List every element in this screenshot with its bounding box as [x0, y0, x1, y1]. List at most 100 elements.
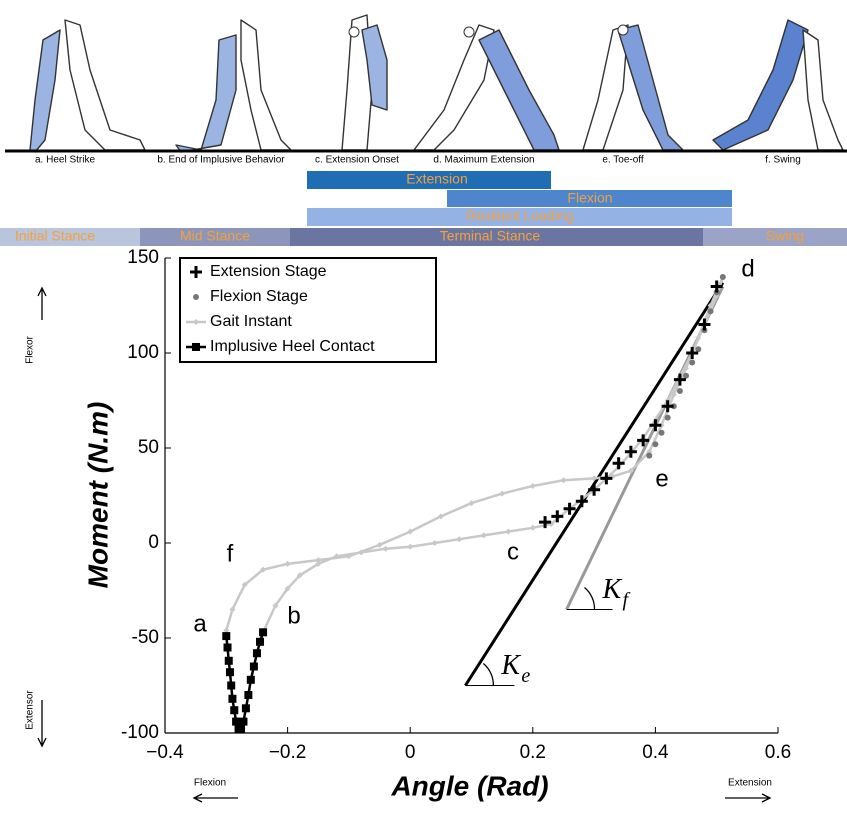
square-marker: [249, 662, 258, 671]
diamond-marker: [193, 319, 199, 325]
phase-label: e. Toe-off: [602, 155, 644, 166]
x-tick-label: 0.4: [642, 742, 669, 763]
direction-label: Flexor: [25, 335, 36, 363]
square-marker: [239, 717, 248, 726]
plus-marker: [575, 495, 588, 508]
y-tick-label: 150: [127, 247, 159, 268]
phase-label: c. Extension Onset: [315, 155, 399, 166]
y-tick-label: 100: [127, 342, 159, 363]
stance-label: Swing: [766, 228, 804, 244]
diamond-marker: [284, 560, 291, 567]
diamond-marker: [272, 602, 279, 609]
phase-labels: a. Heel Strike b. End of Implusive Behav…: [35, 155, 801, 166]
y-tick-label: 0: [148, 532, 159, 553]
y-tick-label: -100: [121, 722, 159, 743]
diamond-marker: [505, 528, 512, 535]
x-tick-label: 0: [405, 742, 416, 763]
stage-bars: Extension Flexion Resilient Loading Init…: [0, 171, 847, 246]
square-marker: [228, 694, 237, 703]
plus-marker: [588, 483, 601, 496]
direction-label: Flexion: [194, 778, 226, 789]
legend-box: [179, 257, 437, 363]
angle-arc: [584, 587, 596, 610]
x-tick-label: 0.6: [765, 742, 791, 763]
stance-label: Terminal Stance: [440, 228, 541, 244]
diamond-marker: [529, 524, 536, 531]
square-marker: [241, 704, 250, 713]
direction-label: Extension: [728, 778, 772, 789]
plus-marker: [673, 373, 686, 386]
square-marker: [259, 628, 268, 637]
diamond-marker: [431, 540, 438, 546]
stance-label: Mid Stance: [180, 228, 250, 244]
y-axis-title: Moment (N.m): [82, 402, 113, 589]
point-annotation: c: [507, 538, 519, 565]
diamond-marker: [670, 391, 677, 398]
diamond-marker: [456, 536, 463, 543]
point-annotation: b: [287, 602, 300, 629]
stiffness-label: K: [500, 650, 521, 681]
square-marker: [225, 668, 234, 677]
stiffness-subscript: f: [623, 589, 631, 611]
circle-marker: [689, 359, 696, 366]
legend-label: Extension Stage: [210, 263, 327, 280]
square-marker: [246, 675, 255, 684]
y-tick-label: 50: [138, 437, 159, 458]
plus-marker: [710, 280, 723, 293]
diamond-marker: [407, 528, 414, 535]
x-tick-label: 0.2: [520, 742, 546, 763]
direction-indicators: Flexor Extensor Flexion Extension: [25, 286, 772, 803]
legend: Extension Stage Flexion Stage Gait Instant…: [179, 257, 437, 363]
diamond-marker: [315, 557, 322, 564]
stage-label: Resilient Loading: [466, 208, 573, 224]
plus-marker: [600, 472, 613, 485]
square-marker: [252, 649, 261, 658]
plus-marker: [551, 510, 564, 523]
point-annotation: f: [227, 540, 234, 567]
diamond-marker: [223, 627, 230, 634]
circle-marker: [664, 414, 671, 421]
diamond-marker: [333, 553, 340, 560]
square-marker: [244, 691, 253, 699]
plus-marker: [539, 516, 552, 529]
diamond-marker: [480, 532, 487, 539]
diamond-marker: [284, 585, 291, 592]
legend-label: Flexion Stage: [210, 288, 308, 305]
plus-marker: [698, 318, 711, 331]
stage-label: Extension: [406, 171, 467, 187]
stiffness-label: K: [602, 574, 623, 605]
square-marker: [237, 725, 246, 734]
legend-label: Implusive Heel Contact: [210, 338, 375, 355]
square-marker: [230, 706, 239, 715]
x-tick-label: −0.4: [146, 742, 184, 763]
square-marker: [223, 643, 232, 652]
diamond-marker: [407, 543, 414, 550]
square-marker: [224, 656, 233, 665]
point-annotation: a: [193, 610, 207, 637]
circle-marker: [652, 441, 659, 448]
square-marker: [227, 681, 236, 690]
plus-marker: [686, 347, 699, 359]
stage-label: Flexion: [567, 190, 612, 206]
diamond-marker: [296, 572, 303, 579]
direction-label: Extensor: [25, 690, 36, 730]
diamond-marker: [345, 553, 352, 560]
point-annotation: e: [655, 465, 668, 492]
stance-bar: [703, 228, 847, 246]
stiffness-subscript: e: [521, 665, 530, 687]
diamond-marker: [529, 483, 536, 489]
diamond-marker: [260, 566, 267, 573]
diamond-marker: [376, 541, 383, 548]
x-tick-label: −0.2: [269, 742, 307, 763]
point-annotation: d: [741, 255, 754, 282]
plus-marker: [190, 266, 202, 278]
stance-label: Initial Stance: [15, 228, 95, 244]
diamond-marker: [499, 490, 506, 497]
legend-label: Gait Instant: [210, 313, 292, 330]
plus-marker: [649, 419, 662, 432]
circle-marker: [719, 274, 726, 280]
plus-marker: [563, 502, 576, 515]
diamond-marker: [695, 334, 702, 341]
circle-marker: [683, 372, 690, 379]
